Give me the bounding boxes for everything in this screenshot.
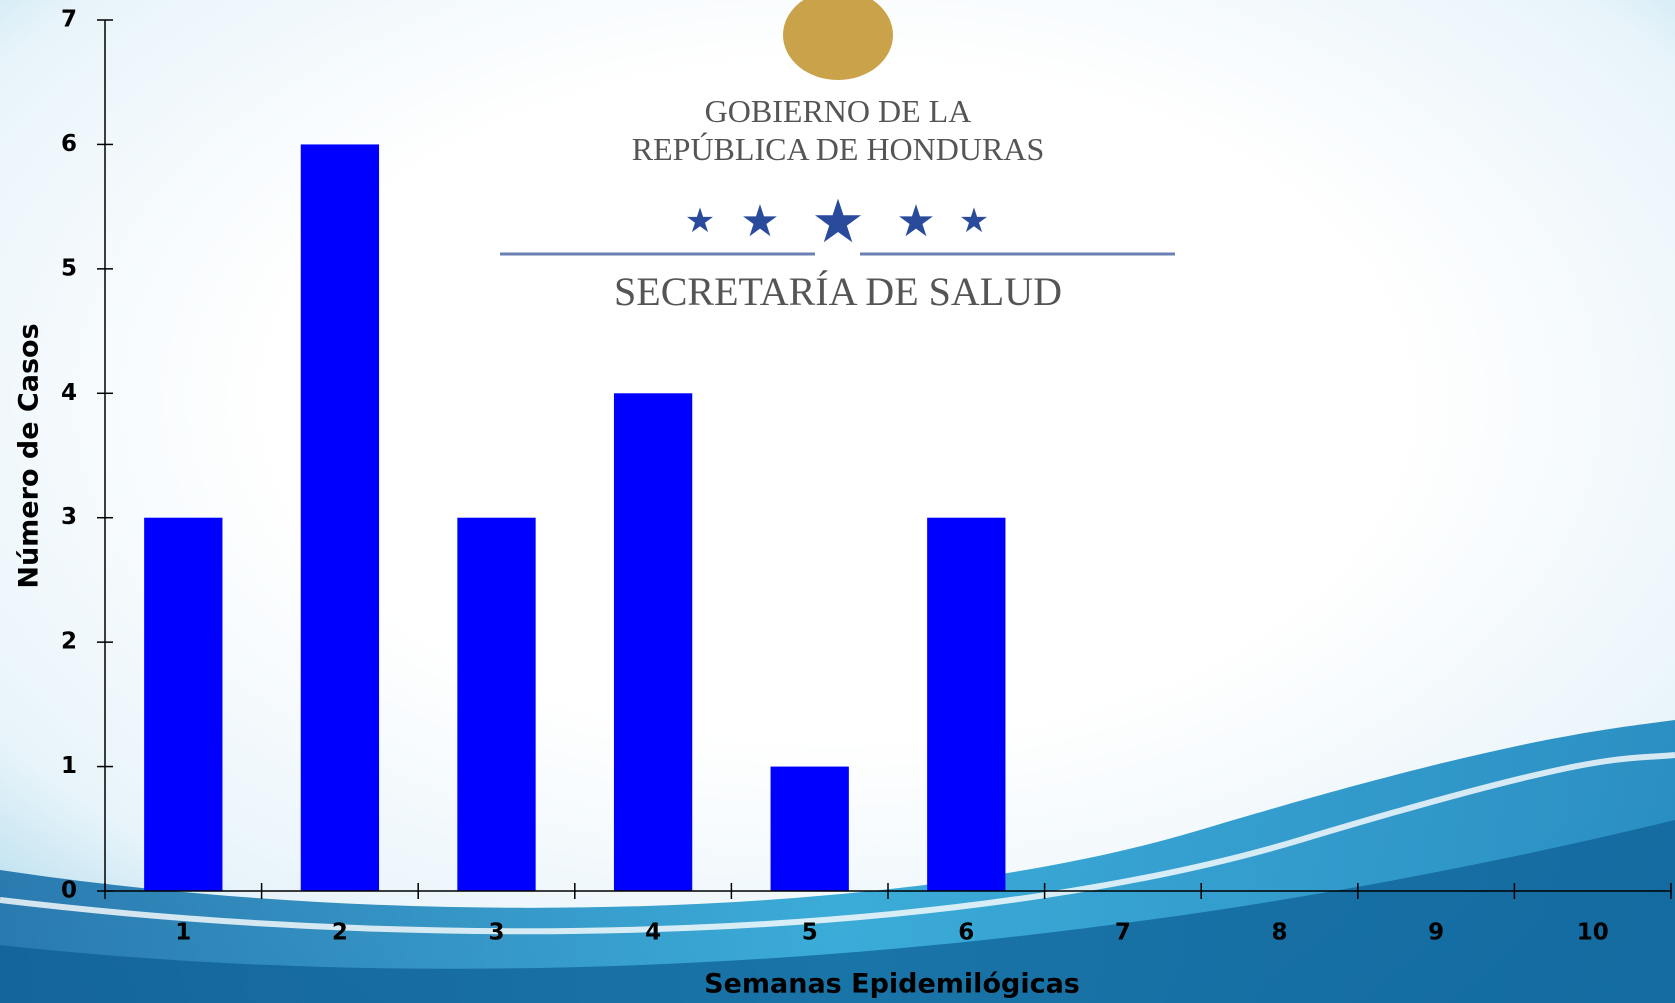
star: ★	[685, 201, 715, 241]
x-tick-label: 3	[488, 920, 504, 946]
star: ★	[811, 187, 865, 257]
bar	[301, 144, 379, 891]
x-tick-label: 5	[802, 920, 818, 946]
x-axis-title: Semanas Epidemilógicas	[704, 969, 1080, 1000]
y-tick-label: 0	[61, 878, 77, 904]
bar	[144, 518, 222, 891]
chart: GOBIERNO DE LA REPÚBLICA DE HONDURAS ★ ★…	[0, 0, 1675, 1003]
logo-text: REPÚBLICA DE HONDURAS	[632, 131, 1044, 167]
y-tick-label: 2	[61, 629, 77, 655]
x-tick-label: 8	[1271, 920, 1287, 946]
x-tick-label: 1	[175, 920, 191, 946]
bar	[457, 518, 535, 891]
star: ★	[959, 201, 989, 241]
y-tick-label: 6	[61, 131, 77, 157]
logo-text: GOBIERNO DE LA	[705, 93, 972, 129]
y-tick-label: 3	[61, 504, 77, 530]
bar	[771, 767, 849, 891]
y-tick-label: 4	[61, 380, 77, 406]
y-tick-label: 1	[61, 753, 77, 779]
x-tick-label: 4	[645, 920, 661, 946]
x-tick-label: 7	[1115, 920, 1131, 946]
y-tick-label: 7	[61, 7, 77, 33]
y-axis-title: Número de Casos	[14, 323, 45, 588]
x-tick-label: 2	[332, 920, 348, 946]
y-tick-label: 5	[61, 255, 77, 281]
bar	[614, 393, 692, 891]
bar	[927, 518, 1005, 891]
star: ★	[740, 196, 779, 247]
logo-text: SECRETARÍA DE SALUD	[614, 269, 1062, 314]
x-tick-label: 10	[1577, 920, 1609, 946]
x-tick-label: 6	[958, 920, 974, 946]
x-tick-label: 9	[1428, 920, 1444, 946]
star: ★	[896, 196, 935, 247]
